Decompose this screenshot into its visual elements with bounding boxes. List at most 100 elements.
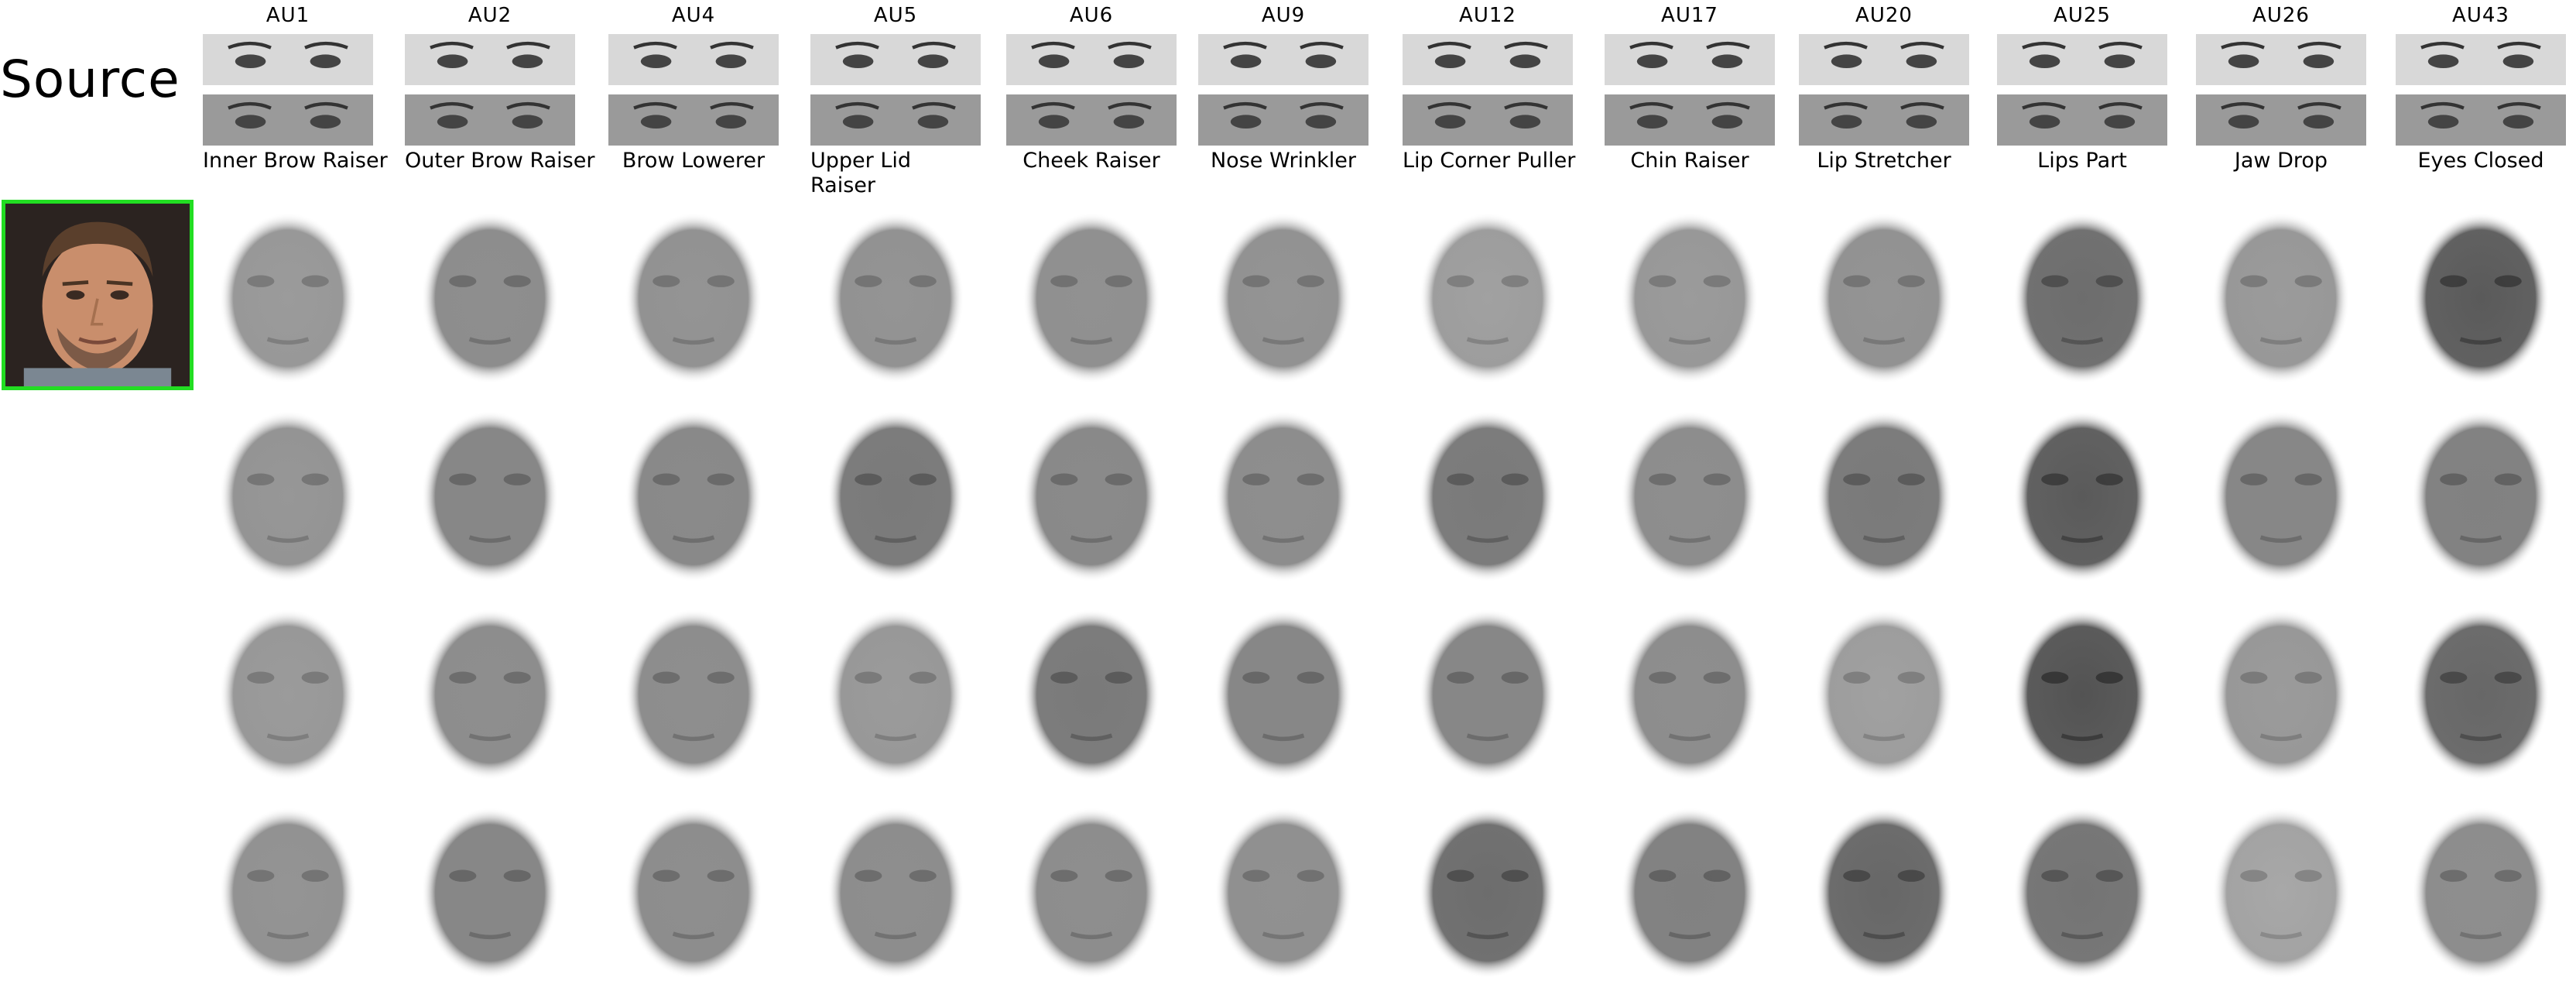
- au-example-image-top: [2396, 34, 2566, 85]
- attention-map-face: [1997, 200, 2167, 393]
- attention-map-face: [608, 596, 779, 790]
- attention-map-face: [1403, 794, 1573, 988]
- attention-map-face: [1403, 596, 1573, 790]
- attention-map-face: [1198, 200, 1368, 393]
- attention-map-face: [2396, 794, 2566, 988]
- au-name-label: Jaw Drop: [2234, 149, 2328, 173]
- attention-map-face: [1799, 200, 1969, 393]
- au-example-image-bottom: [1605, 94, 1775, 146]
- au-column-header: AU25 Lips Part: [1997, 0, 2167, 201]
- attention-map-face: [1006, 200, 1177, 393]
- attention-map-face: [405, 398, 575, 592]
- attention-map-face: [1006, 794, 1177, 988]
- au-name-label: Upper Lid Raiser: [810, 149, 912, 197]
- attention-map-face: [1006, 398, 1177, 592]
- attention-map-face: [2196, 794, 2366, 988]
- au-example-image-bottom: [608, 94, 779, 146]
- au-example-image-bottom: [2396, 94, 2566, 146]
- au-code-label: AU9: [1261, 4, 1306, 27]
- au-column-header: AU2 Outer Brow Raiser: [405, 0, 595, 201]
- au-name-label: Lip Stretcher: [1817, 149, 1951, 173]
- au-column-header: AU26 Jaw Drop: [2196, 0, 2366, 201]
- attention-map-face: [1198, 398, 1368, 592]
- au-example-image-top: [1997, 34, 2167, 85]
- attention-map-face: [2396, 200, 2566, 393]
- au-code-label: AU12: [1459, 4, 1516, 27]
- attention-map-face: [810, 794, 981, 988]
- au-code-label: AU5: [873, 4, 918, 27]
- au-column-header: AU17 Chin Raiser: [1605, 0, 1775, 201]
- au-name-label: Lips Part: [2037, 149, 2127, 173]
- au-example-image-bottom: [2196, 94, 2366, 146]
- attention-map-face: [1799, 794, 1969, 988]
- au-example-image-top: [1605, 34, 1775, 85]
- attention-map-face: [405, 200, 575, 393]
- au-example-image-top: [405, 34, 575, 85]
- au-example-image-bottom: [1006, 94, 1177, 146]
- attention-map-face: [1403, 200, 1573, 393]
- au-column-header: AU9 Nose Wrinkler: [1198, 0, 1368, 201]
- au-example-image-bottom: [1403, 94, 1573, 146]
- au-column-header: AU43 Eyes Closed: [2396, 0, 2566, 201]
- attention-map-face: [405, 596, 575, 790]
- au-name-label: Cheek Raiser: [1023, 149, 1160, 173]
- attention-map-face: [810, 596, 981, 790]
- attention-map-face: [608, 398, 779, 592]
- attention-map-face: [1198, 596, 1368, 790]
- au-example-image-top: [810, 34, 981, 85]
- au-name-label: Lip Corner Puller: [1403, 149, 1576, 173]
- au-example-image-top: [1006, 34, 1177, 85]
- au-example-image-bottom: [1198, 94, 1368, 146]
- au-column-header: AU6 Cheek Raiser: [1006, 0, 1177, 201]
- au-code-label: AU43: [2452, 4, 2509, 27]
- attention-map-face: [1997, 398, 2167, 592]
- attention-map-face: [203, 794, 373, 988]
- au-code-label: AU17: [1661, 4, 1718, 27]
- attention-map-face: [608, 794, 779, 988]
- au-example-image-bottom: [1997, 94, 2167, 146]
- au-example-image-top: [1799, 34, 1969, 85]
- au-code-label: AU2: [468, 4, 512, 27]
- attention-map-face: [2196, 398, 2366, 592]
- au-code-label: AU25: [2054, 4, 2111, 27]
- attention-map-face: [1997, 794, 2167, 988]
- attention-map-face: [203, 398, 373, 592]
- au-column-header: AU1 Inner Brow Raiser: [203, 0, 388, 201]
- au-code-label: AU4: [671, 4, 716, 27]
- au-example-image-bottom: [405, 94, 575, 146]
- au-name-label: Outer Brow Raiser: [405, 149, 595, 173]
- attention-map-face: [203, 200, 373, 393]
- au-name-label: Brow Lowerer: [622, 149, 766, 173]
- attention-map-face: [1799, 596, 1969, 790]
- attention-map-face: [405, 794, 575, 988]
- au-name-label: Inner Brow Raiser: [203, 149, 388, 173]
- au-column-header: AU12 Lip Corner Puller: [1403, 0, 1576, 201]
- au-name-label: Eyes Closed: [2417, 149, 2544, 173]
- au-example-image-top: [608, 34, 779, 85]
- au-example-image-top: [2196, 34, 2366, 85]
- attention-map-face: [1605, 200, 1775, 393]
- attention-map-face: [1997, 596, 2167, 790]
- attention-map-face: [1605, 398, 1775, 592]
- au-example-image-top: [1198, 34, 1368, 85]
- attention-map-face: [1799, 398, 1969, 592]
- source-face-photo: [2, 200, 194, 390]
- source-label: Source: [0, 50, 180, 109]
- attention-map-face: [2196, 200, 2366, 393]
- au-name-label: Chin Raiser: [1630, 149, 1749, 173]
- attention-map-face: [608, 200, 779, 393]
- au-example-image-top: [203, 34, 373, 85]
- au-column-header: AU20 Lip Stretcher: [1799, 0, 1969, 201]
- au-code-label: AU6: [1069, 4, 1114, 27]
- au-column-header: AU4 Brow Lowerer: [608, 0, 779, 201]
- au-name-label: Nose Wrinkler: [1210, 149, 1357, 173]
- au-code-label: AU1: [265, 4, 310, 27]
- attention-map-face: [2396, 596, 2566, 790]
- attention-map-face: [1403, 398, 1573, 592]
- attention-map-face: [1605, 596, 1775, 790]
- au-example-image-top: [1403, 34, 1573, 85]
- au-example-image-bottom: [203, 94, 373, 146]
- attention-map-face: [1198, 794, 1368, 988]
- au-code-label: AU20: [1855, 4, 1913, 27]
